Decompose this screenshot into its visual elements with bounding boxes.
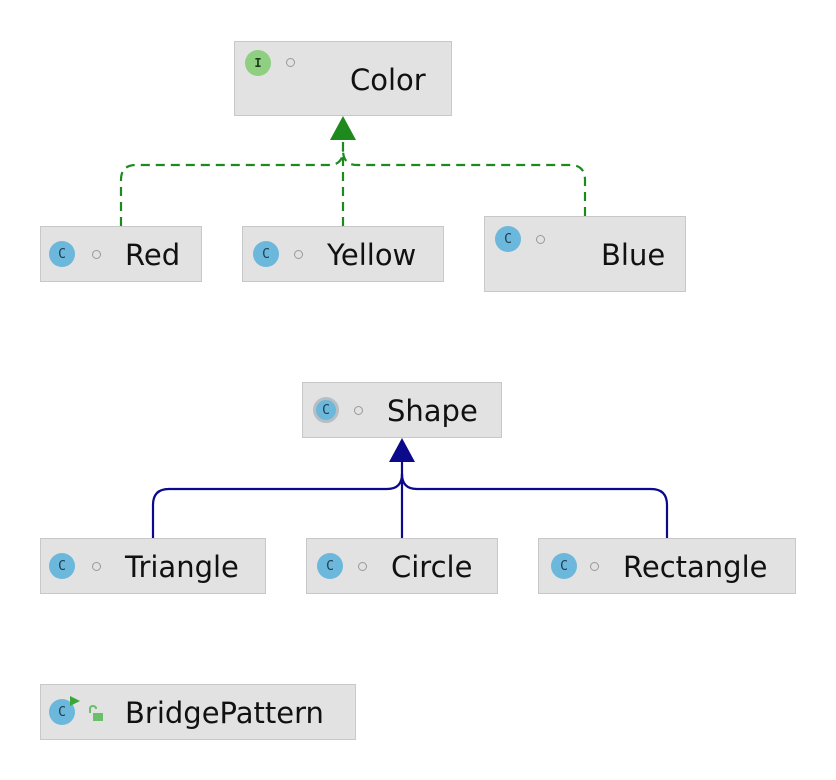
class-icon: C: [49, 553, 75, 579]
edge-rectangle-to-shape: [400, 473, 669, 538]
visibility-icon: [590, 562, 599, 571]
node-red[interactable]: C Red: [40, 226, 202, 282]
node-label: Rectangle: [623, 550, 768, 584]
edge-blue-to-color: [341, 149, 587, 216]
visibility-icon: [294, 250, 303, 259]
visibility-icon: [354, 406, 363, 415]
edge-red-to-color: [119, 149, 345, 226]
extends-edges: [151, 462, 669, 538]
abstract-class-icon: C: [313, 397, 339, 423]
node-label: Triangle: [125, 550, 239, 584]
edge-triangle-to-shape: [151, 473, 404, 538]
node-label: Red: [125, 238, 181, 272]
class-icon: C: [495, 226, 521, 252]
node-label: Yellow: [327, 238, 417, 272]
node-label: Circle: [391, 550, 473, 584]
unlock-icon: [89, 705, 103, 721]
node-label: Color: [350, 63, 426, 97]
implements-arrowhead: [330, 116, 356, 140]
node-triangle[interactable]: C Triangle: [40, 538, 266, 594]
node-label: Blue: [601, 238, 666, 272]
node-color[interactable]: I Color: [234, 41, 452, 116]
node-label: BridgePattern: [125, 696, 324, 730]
class-icon: C: [551, 553, 577, 579]
visibility-icon: [286, 58, 295, 67]
visibility-icon: [536, 235, 545, 244]
extends-arrowhead: [389, 438, 415, 462]
node-bridgepattern[interactable]: C BridgePattern: [40, 684, 356, 740]
class-icon: C: [317, 553, 343, 579]
node-blue[interactable]: C Blue: [484, 216, 686, 292]
class-icon: C: [49, 241, 75, 267]
node-circle[interactable]: C Circle: [306, 538, 498, 594]
node-rectangle[interactable]: C Rectangle: [538, 538, 796, 594]
class-icon: C: [253, 241, 279, 267]
implements-edges: [119, 140, 587, 226]
node-label: Shape: [387, 394, 478, 428]
interface-icon: I: [245, 50, 271, 76]
run-marker-icon: [70, 696, 80, 706]
node-shape[interactable]: C Shape: [302, 382, 502, 438]
visibility-icon: [92, 250, 101, 259]
node-yellow[interactable]: C Yellow: [242, 226, 444, 282]
visibility-icon: [92, 562, 101, 571]
visibility-icon: [358, 562, 367, 571]
